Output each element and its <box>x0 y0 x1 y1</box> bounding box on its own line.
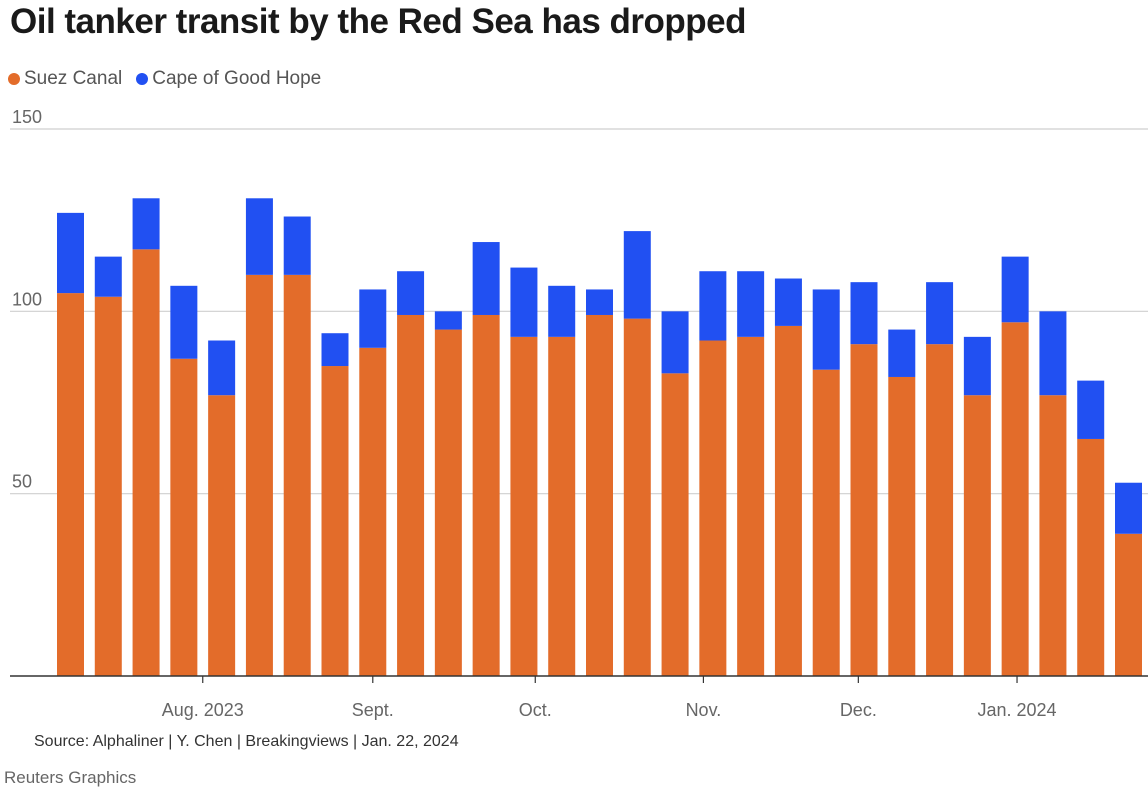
bar-suez-canal <box>1039 395 1067 676</box>
legend: Suez Canal Cape of Good Hope <box>8 68 321 90</box>
credit-note: Reuters Graphics <box>4 768 137 787</box>
source-note: Source: Alphaliner | Y. Chen | Breakingv… <box>34 733 459 750</box>
bar-cape-of-good-hope <box>548 285 576 337</box>
bar-suez-canal <box>812 369 840 676</box>
bar-cape-of-good-hope <box>926 282 954 345</box>
legend-swatch-cape <box>136 73 149 85</box>
bar-suez-canal <box>963 395 991 676</box>
bar-cape-of-good-hope <box>57 212 84 294</box>
bar-suez-canal <box>1001 322 1029 676</box>
bar-suez-canal <box>472 314 500 676</box>
legend-item-cape: Cape of Good Hope <box>136 68 321 90</box>
bar-suez-canal <box>774 325 802 676</box>
bar-cape-of-good-hope <box>812 289 840 370</box>
bar-cape-of-good-hope <box>1001 256 1029 323</box>
bar-cape-of-good-hope <box>699 271 727 341</box>
bar-suez-canal <box>1115 533 1142 676</box>
bar-cape-of-good-hope <box>1115 482 1142 534</box>
bar-cape-of-good-hope <box>963 336 991 396</box>
bar-cape-of-good-hope <box>208 340 236 396</box>
bar-suez-canal <box>94 296 122 676</box>
bar-suez-canal <box>586 314 613 676</box>
bar-cape-of-good-hope <box>623 231 651 319</box>
bar-cape-of-good-hope <box>245 198 273 275</box>
legend-item-suez: Suez Canal <box>8 68 122 90</box>
bar-cape-of-good-hope <box>774 278 802 326</box>
bar-suez-canal <box>661 373 689 676</box>
bar-cape-of-good-hope <box>586 289 613 315</box>
bar-cape-of-good-hope <box>1077 380 1105 439</box>
bar-suez-canal <box>245 274 273 676</box>
bar-suez-canal <box>283 274 311 676</box>
bar-suez-canal <box>359 347 387 676</box>
bar-cape-of-good-hope <box>283 216 311 275</box>
chart-title: Oil tanker transit by the Red Sea has dr… <box>10 2 747 41</box>
x-tick-label: Nov. <box>686 700 722 720</box>
bar-suez-canal <box>1077 438 1105 676</box>
bar-cape-of-good-hope <box>850 282 878 345</box>
bar-suez-canal <box>926 344 954 676</box>
bar-cape-of-good-hope <box>94 256 122 297</box>
bar-suez-canal <box>699 340 727 676</box>
x-tick-label: Aug. 2023 <box>162 700 244 720</box>
bar-suez-canal <box>888 376 916 676</box>
bar-suez-canal <box>208 395 236 676</box>
bar-suez-canal <box>397 314 425 676</box>
chart-plot: 50 100 150 Aug. 2023 Sept. Oct. Nov. Dec. Jan. 2… <box>10 107 1148 720</box>
bar-suez-canal <box>548 336 576 676</box>
y-tick-label: 50 <box>12 472 32 492</box>
bar-cape-of-good-hope <box>359 289 387 348</box>
bar-cape-of-good-hope <box>397 271 425 315</box>
bar-suez-canal <box>132 249 160 676</box>
legend-label-suez: Suez Canal <box>24 68 123 89</box>
bar-suez-canal <box>434 329 462 676</box>
bar-suez-canal <box>510 336 538 676</box>
bar-suez-canal <box>737 336 765 676</box>
bar-cape-of-good-hope <box>132 198 160 250</box>
bar-suez-canal <box>170 358 198 676</box>
bar-cape-of-good-hope <box>1039 311 1067 396</box>
legend-label-cape: Cape of Good Hope <box>152 68 322 89</box>
legend-swatch-suez <box>8 73 20 85</box>
y-tick-label: 150 <box>12 107 42 127</box>
bar-suez-canal <box>850 344 878 676</box>
bar-cape-of-good-hope <box>510 267 538 337</box>
x-tick-label: Sept. <box>352 700 394 720</box>
x-tick-label: Jan. 2024 <box>977 700 1056 720</box>
bar-suez-canal <box>57 293 84 676</box>
bar-cape-of-good-hope <box>434 311 462 330</box>
x-tick-label: Oct. <box>519 700 552 720</box>
bar-suez-canal <box>623 318 651 676</box>
bar-suez-canal <box>321 366 349 676</box>
bar-cape-of-good-hope <box>888 329 916 377</box>
x-tick-label: Dec. <box>840 700 877 720</box>
bar-cape-of-good-hope <box>170 285 198 359</box>
bar-cape-of-good-hope <box>661 311 689 374</box>
bar-cape-of-good-hope <box>321 333 349 367</box>
y-tick-label: 100 <box>12 289 42 309</box>
bar-cape-of-good-hope <box>737 271 765 337</box>
bar-cape-of-good-hope <box>472 242 500 315</box>
